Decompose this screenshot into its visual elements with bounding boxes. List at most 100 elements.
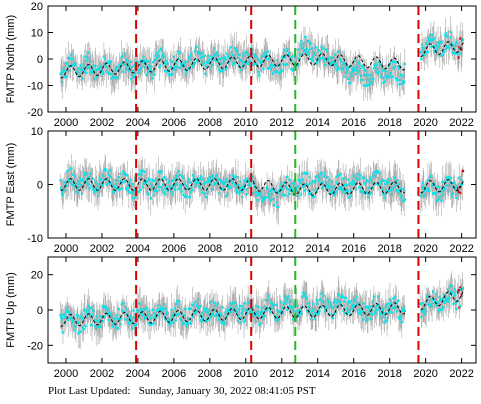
data-point bbox=[79, 330, 82, 333]
data-point bbox=[244, 179, 247, 182]
data-point bbox=[392, 185, 396, 188]
data-point bbox=[128, 186, 131, 189]
data-point bbox=[341, 66, 344, 70]
data-point bbox=[308, 175, 312, 179]
data-point bbox=[394, 306, 398, 309]
data-point bbox=[140, 65, 144, 69]
y-tick-label: -20 bbox=[27, 340, 43, 352]
data-point bbox=[150, 65, 153, 68]
data-point bbox=[168, 323, 171, 327]
x-tick-label: 2002 bbox=[90, 117, 114, 129]
data-point bbox=[382, 77, 386, 80]
data-point bbox=[256, 198, 259, 202]
data-point bbox=[378, 308, 382, 311]
data-point bbox=[100, 181, 104, 184]
data-point bbox=[445, 47, 448, 51]
data-point bbox=[143, 308, 146, 311]
data-point bbox=[154, 313, 157, 316]
data-point bbox=[384, 312, 387, 315]
data-point bbox=[172, 68, 175, 71]
data-point bbox=[85, 59, 88, 62]
data-point bbox=[232, 63, 235, 66]
data-point bbox=[118, 187, 122, 191]
data-point bbox=[421, 46, 424, 49]
data-point bbox=[350, 72, 353, 75]
data-point bbox=[159, 47, 163, 50]
data-point bbox=[190, 186, 193, 189]
data-point bbox=[162, 52, 165, 56]
data-point bbox=[159, 309, 163, 312]
data-point bbox=[198, 315, 202, 318]
data-point bbox=[86, 55, 89, 58]
data-point bbox=[354, 298, 358, 302]
data-point bbox=[140, 311, 144, 315]
data-point bbox=[229, 306, 233, 310]
data-point bbox=[400, 194, 404, 197]
data-point bbox=[354, 59, 357, 63]
data-point bbox=[458, 306, 461, 309]
data-point bbox=[266, 187, 269, 190]
data-point bbox=[359, 310, 363, 314]
data-point bbox=[211, 63, 214, 67]
data-point bbox=[154, 316, 158, 320]
data-point bbox=[77, 321, 81, 324]
data-point bbox=[440, 41, 443, 44]
data-point bbox=[448, 184, 452, 188]
data-point bbox=[85, 311, 88, 314]
x-tick-label: 2002 bbox=[90, 243, 114, 255]
data-point bbox=[425, 188, 428, 192]
data-point bbox=[347, 178, 350, 182]
data-point bbox=[328, 57, 331, 60]
x-tick-label: 2018 bbox=[377, 243, 401, 255]
data-point bbox=[372, 300, 375, 303]
x-tick-label: 2010 bbox=[234, 368, 258, 380]
data-point bbox=[150, 184, 154, 187]
data-point bbox=[201, 317, 205, 321]
data-point bbox=[243, 60, 247, 64]
data-point bbox=[273, 203, 276, 207]
data-point bbox=[295, 187, 298, 190]
data-point bbox=[372, 66, 376, 70]
data-point bbox=[232, 176, 236, 179]
data-point bbox=[272, 307, 275, 310]
data-point bbox=[215, 313, 218, 317]
data-point bbox=[300, 181, 303, 185]
data-point bbox=[202, 62, 205, 66]
data-point bbox=[353, 67, 356, 70]
data-point bbox=[394, 176, 397, 179]
data-point bbox=[420, 43, 424, 46]
data-point bbox=[160, 49, 164, 52]
data-point bbox=[422, 48, 425, 52]
data-point bbox=[310, 192, 313, 195]
data-point bbox=[395, 301, 398, 304]
data-point bbox=[238, 307, 241, 311]
data-point bbox=[175, 62, 178, 65]
data-point bbox=[269, 199, 272, 202]
data-point bbox=[90, 323, 94, 326]
data-point bbox=[392, 297, 395, 300]
data-point bbox=[255, 194, 258, 197]
data-point bbox=[276, 59, 279, 62]
data-point bbox=[366, 319, 369, 322]
x-tick-label: 2008 bbox=[198, 243, 222, 255]
data-point bbox=[84, 181, 88, 185]
data-point bbox=[319, 305, 323, 309]
data-point bbox=[165, 311, 169, 314]
data-point bbox=[219, 187, 222, 190]
data-point bbox=[438, 54, 441, 57]
data-point bbox=[350, 189, 353, 193]
data-point bbox=[61, 316, 64, 320]
data-point bbox=[77, 67, 81, 70]
data-point bbox=[183, 182, 186, 186]
data-point bbox=[95, 186, 98, 190]
data-point bbox=[89, 313, 92, 316]
data-point bbox=[128, 323, 131, 326]
y-tick-label: 20 bbox=[31, 270, 43, 282]
data-point bbox=[461, 287, 465, 290]
data-point bbox=[229, 46, 233, 49]
data-point bbox=[445, 176, 449, 179]
data-point bbox=[179, 184, 183, 187]
data-point bbox=[441, 180, 444, 184]
data-point bbox=[371, 186, 374, 189]
data-point bbox=[359, 74, 363, 78]
